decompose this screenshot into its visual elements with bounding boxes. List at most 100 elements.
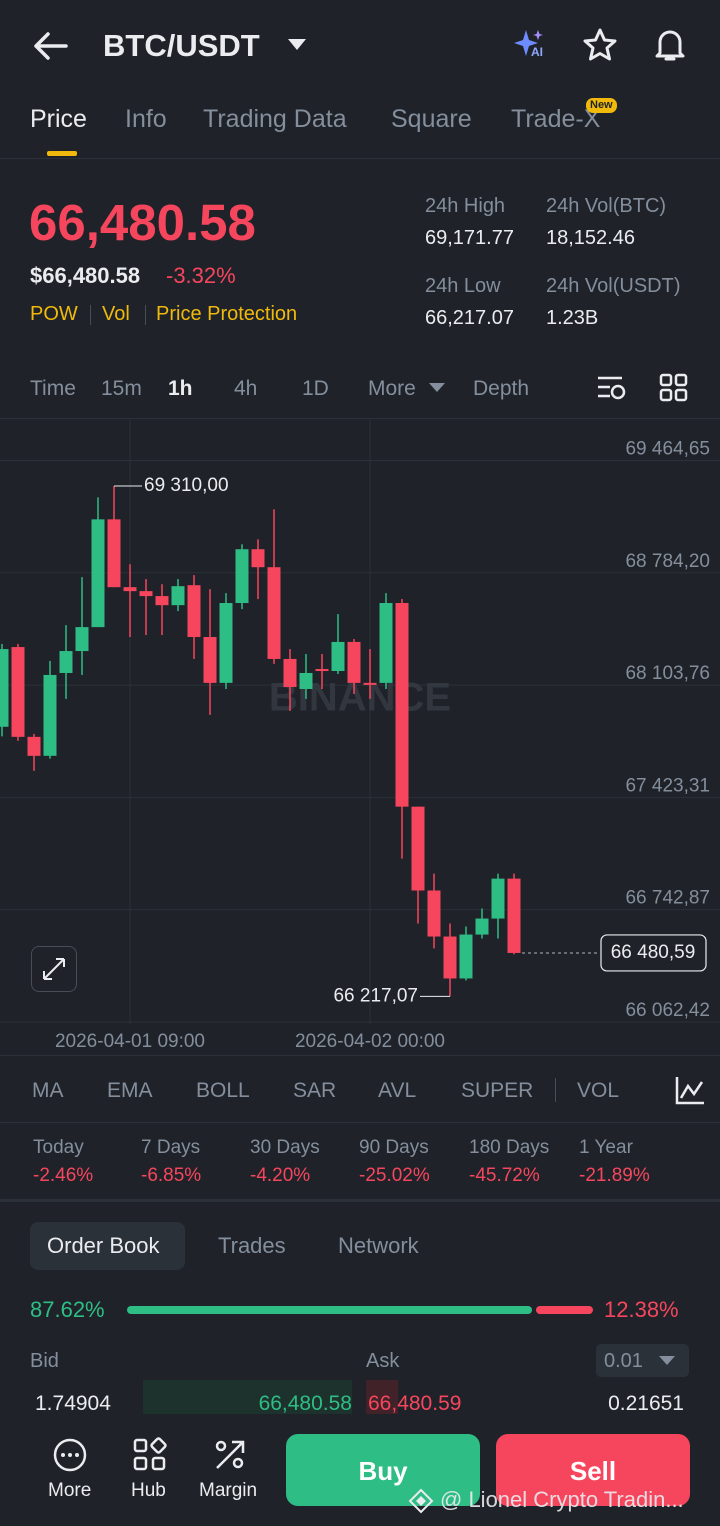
bid-depth [143, 1380, 352, 1414]
buy-label: Buy [358, 1456, 408, 1486]
tag[interactable]: Price Protection [156, 303, 298, 325]
tab-indicator [47, 151, 77, 156]
candlestick-chart: 2026-04-01 09:00 2026-04-02 00:00 69 464,6… [0, 418, 720, 1052]
indicator[interactable]: SUPER [461, 1079, 534, 1102]
divider [0, 158, 720, 159]
hub-icon[interactable] [132, 1437, 168, 1473]
indicator[interactable]: SAR [293, 1079, 337, 1102]
ask-ratio: 12.38% [604, 1297, 679, 1322]
candle-body [363, 682, 377, 685]
chart-settings-icon[interactable] [596, 373, 628, 403]
indicator-settings-icon[interactable] [674, 1074, 706, 1106]
bid-ratio-bar [127, 1306, 532, 1314]
step-select[interactable]: 0.01 [596, 1344, 689, 1377]
ai-icon[interactable] [510, 26, 550, 62]
tab-selected-bg [30, 1222, 185, 1270]
tab[interactable]: Trade-X [511, 105, 601, 133]
watermark-logo [408, 1488, 434, 1514]
bid-header: Bid [30, 1350, 59, 1372]
interval[interactable]: 4h [234, 377, 258, 400]
layout-icon[interactable] [659, 373, 689, 403]
period-label: 30 Days [250, 1137, 320, 1158]
candle-body [251, 549, 265, 568]
nav-label[interactable]: Hub [131, 1480, 166, 1501]
period-value: -21.89% [579, 1165, 650, 1186]
ask-depth [366, 1380, 398, 1414]
stat-label: 24h High [425, 195, 506, 217]
tab[interactable]: Square [391, 105, 472, 133]
period-value: -45.72% [469, 1165, 540, 1186]
tag[interactable]: POW [30, 303, 78, 325]
interval[interactable]: Depth [473, 377, 530, 400]
candle-body [283, 658, 297, 688]
indicator[interactable]: AVL [378, 1079, 417, 1102]
back-icon[interactable] [30, 28, 70, 64]
period-value: -25.02% [359, 1165, 430, 1186]
candle-body [507, 878, 521, 953]
step-caret [659, 1356, 675, 1365]
x-tick-label: 2026-04-02 00:00 [295, 1031, 445, 1052]
divider [0, 1122, 720, 1123]
book-tab[interactable]: Order Book [47, 1233, 160, 1258]
candle-body [0, 649, 9, 727]
candle-body [427, 890, 441, 937]
interval[interactable]: 15m [101, 377, 142, 400]
low-label: 66 217,07 [333, 985, 418, 1006]
last-price-label: 66 480,59 [611, 942, 696, 963]
interval[interactable]: More [368, 377, 416, 400]
nav-label[interactable]: Margin [199, 1480, 258, 1501]
buy-button[interactable]: Buy [286, 1434, 480, 1506]
y-tick-label: 68 103,76 [625, 663, 710, 684]
chart-watermark: BINANCE [269, 676, 451, 720]
interval[interactable]: 1D [302, 377, 329, 400]
bid-amount: 1.74904 [35, 1392, 111, 1415]
y-tick-label: 68 784,20 [625, 551, 710, 572]
stat-value: 69,171.77 [425, 227, 514, 249]
candle-body [59, 651, 73, 673]
sell-button[interactable]: Sell [496, 1434, 690, 1506]
stat-label: 24h Vol(BTC) [546, 195, 667, 217]
watermark-text: @ Lionel Crypto Tradin... [440, 1487, 684, 1512]
candle-body [459, 934, 473, 979]
tab[interactable]: Info [125, 105, 167, 133]
tab[interactable]: Trading Data [203, 105, 347, 133]
bell-icon[interactable] [652, 26, 688, 64]
tag[interactable]: Vol [102, 303, 130, 325]
candle-body [395, 603, 409, 807]
bid-price: 66,480.58 [258, 1392, 352, 1415]
book-tab[interactable]: Network [338, 1233, 419, 1258]
usd-price: $66,480.58 [30, 263, 141, 288]
favorite-icon[interactable] [582, 27, 618, 63]
indicator[interactable]: VOL [577, 1079, 620, 1102]
candle-body [219, 603, 233, 683]
candle-body [91, 519, 105, 628]
book-tab[interactable]: Trades [218, 1233, 286, 1258]
margin-icon[interactable] [212, 1437, 248, 1473]
candle-body [491, 878, 505, 919]
expand-button[interactable] [31, 946, 77, 992]
ask-amount: 0.21651 [608, 1392, 684, 1415]
dropdown-icon[interactable] [286, 36, 308, 52]
indicator[interactable]: MA [32, 1079, 64, 1102]
interval[interactable]: Time [30, 377, 76, 400]
candle-body [107, 519, 121, 588]
pair-title[interactable]: BTC/USDT [103, 28, 260, 63]
interval-selected[interactable]: 1h [168, 377, 193, 400]
candle-body [43, 674, 57, 756]
more-icon[interactable] [52, 1437, 88, 1473]
more-caret[interactable] [428, 381, 446, 393]
indicator[interactable]: EMA [107, 1079, 153, 1102]
period-label: 7 Days [141, 1137, 201, 1158]
y-tick-label: 67 423,31 [625, 775, 710, 796]
y-tick-label: 66 062,42 [625, 1000, 710, 1021]
last-price: 66,480.58 [29, 194, 256, 251]
period-value: -4.20% [250, 1165, 311, 1186]
tab[interactable]: Price [30, 105, 87, 133]
indicator[interactable]: BOLL [196, 1079, 250, 1102]
period-value: -2.46% [33, 1165, 94, 1186]
nav-label[interactable]: More [48, 1480, 92, 1501]
candle-body [27, 736, 41, 756]
last-price-box [600, 934, 707, 972]
tag-divider [145, 305, 146, 325]
